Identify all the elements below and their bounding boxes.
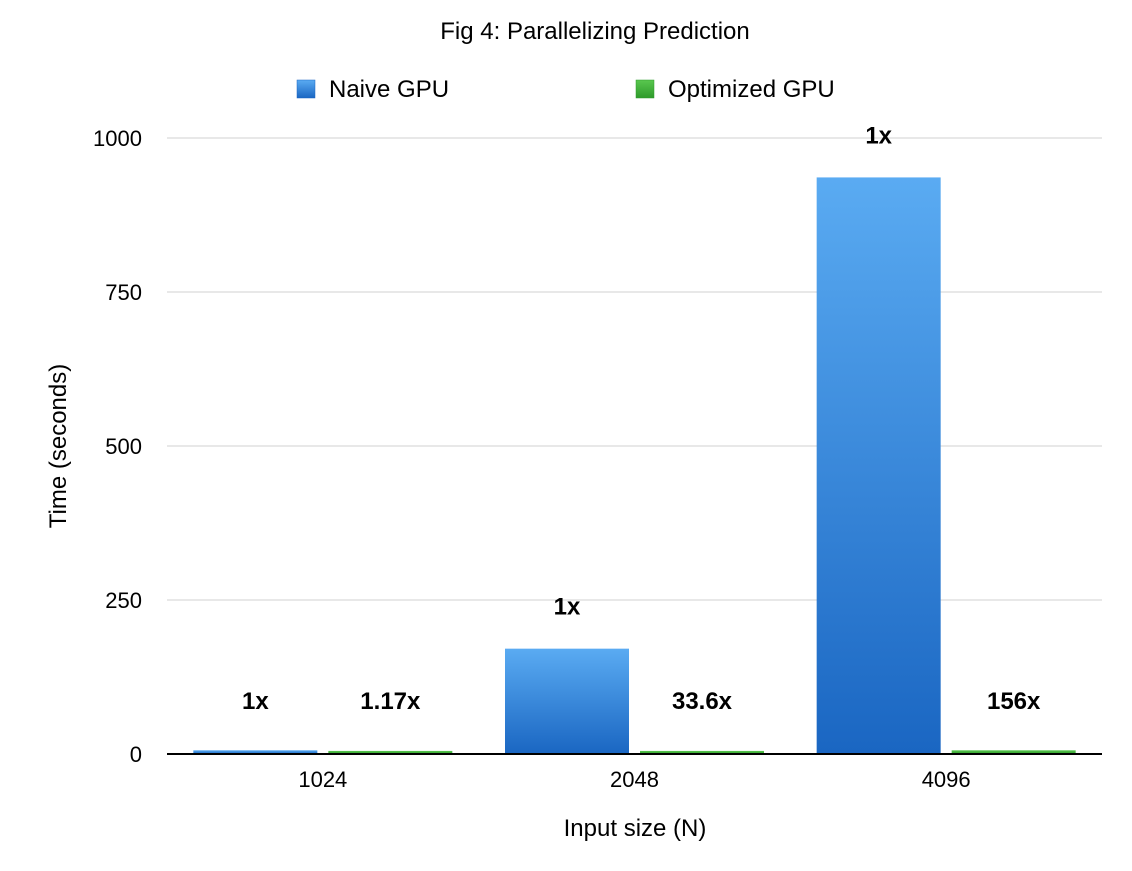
x-tick-label: 4096 [922,767,971,792]
legend-swatch [296,79,316,99]
y-axis-ticks: 0 250 500 750 1000 [93,126,142,767]
y-axis-label: Time (seconds) [45,364,72,528]
chart-title: Fig 4: Parallelizing Prediction [440,18,749,45]
bar-naive-2048 [505,648,629,754]
bar-value-label: 156x [987,688,1041,715]
y-tick-label: 750 [105,280,142,305]
bar-value-label: 1x [242,688,269,715]
bars [193,177,1076,754]
x-axis-ticks: 1024 2048 4096 [298,767,970,792]
y-tick-label: 500 [105,434,142,459]
bar-optimized-2048 [640,750,764,754]
legend: Naive GPU Optimized GPU [296,76,835,103]
bar-value-label: 1.17x [360,688,421,715]
x-tick-label: 2048 [610,767,659,792]
legend-label: Naive GPU [329,76,449,103]
bar-naive-1024 [193,750,318,754]
bar-value-label: 1x [865,122,892,149]
legend-swatch [635,79,655,99]
bar-value-label: 33.6x [672,688,733,715]
bar-naive-4096 [816,177,941,754]
x-axis-label: Input size (N) [564,815,707,842]
bar-value-label: 1x [554,594,581,621]
y-tick-label: 0 [130,742,142,767]
bar-optimized-1024 [328,750,453,754]
x-tick-label: 1024 [298,767,347,792]
bar-labels: 1x 1.17x 1x 33.6x 1x 156x [242,122,1041,715]
bar-optimized-4096 [951,750,1076,754]
legend-label: Optimized GPU [668,76,835,103]
gridlines [167,137,1102,601]
y-tick-label: 250 [105,588,142,613]
y-tick-label: 1000 [93,126,142,151]
